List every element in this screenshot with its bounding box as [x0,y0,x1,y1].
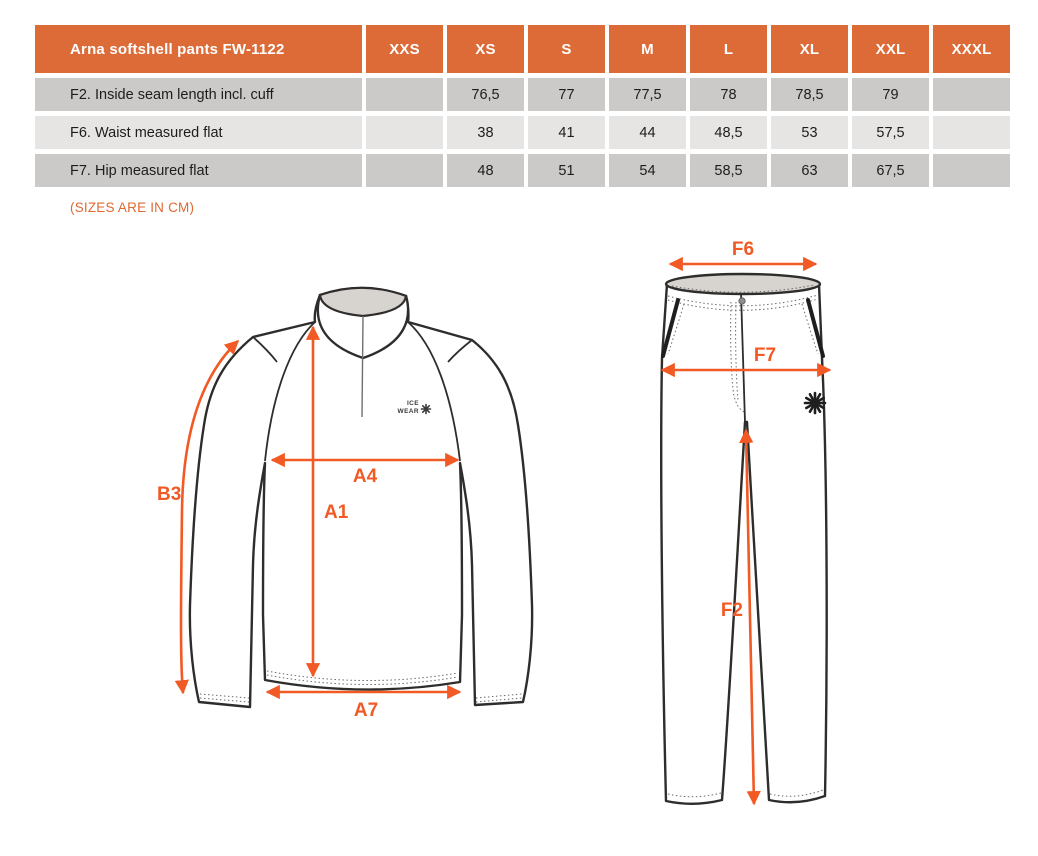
measure-label-f6: F6 [732,239,754,260]
row-label-f2: F2. Inside seam length incl. cuff [35,78,362,111]
value-cell [933,116,1010,149]
pants-pockets [661,298,825,358]
sweater-seams [252,321,473,462]
value-cell [366,78,443,111]
value-cell: 51 [528,154,605,187]
value-cell: 53 [771,116,848,149]
value-cell: 41 [528,116,605,149]
value-cell: 76,5 [447,78,524,111]
sweater-diagram: ICE WEAR B3 A4 A1 A7 [157,286,534,721]
size-col-header-xxs: XXS [366,25,443,73]
size-col-header-l: L [690,25,767,73]
measure-label-a1: A1 [324,502,349,523]
size-col-header-m: M [609,25,686,73]
value-cell: 67,5 [852,154,929,187]
snowflake-icon [803,391,827,415]
value-cell: 48,5 [690,116,767,149]
value-cell: 78 [690,78,767,111]
value-cell: 77 [528,78,605,111]
sweater-zipper [361,315,364,418]
arrow-f2 [739,428,761,806]
pants-fly-seam [740,292,746,423]
pants-stitching [667,284,824,798]
table-product-title: Arna softshell pants FW-1122 [35,25,362,73]
value-cell: 58,5 [690,154,767,187]
size-col-header-xxxl: XXXL [933,25,1010,73]
value-cell [933,78,1010,111]
value-cell: 63 [771,154,848,187]
value-cell: 48 [447,154,524,187]
pants-outline [660,282,828,805]
measure-label-a4: A4 [353,466,378,487]
size-col-header-s: S [528,25,605,73]
measure-label-a7: A7 [354,700,378,721]
value-cell: 54 [609,154,686,187]
value-cell [933,154,1010,187]
waist-button [738,297,746,305]
measure-label-f7: F7 [754,345,776,366]
value-cell [366,154,443,187]
arrow-b3 [174,340,240,695]
svg-text:ICE: ICE [407,400,419,407]
size-col-header-xl: XL [771,25,848,73]
value-cell [366,116,443,149]
pants-diagram: F6 F7 F2 [660,239,832,806]
pants-waist-opening [664,272,822,296]
row-label-f7: F7. Hip measured flat [35,154,362,187]
size-table: Arna softshell pants FW-1122 XXS XS S M … [35,25,1010,187]
value-cell: 38 [447,116,524,149]
svg-text:WEAR: WEAR [398,408,419,415]
sweater-collar-inside [318,286,408,318]
value-cell: 57,5 [852,116,929,149]
snowflake-icon [420,403,432,415]
sweater-stitching [199,670,523,703]
brand-logo: ICE WEAR [398,400,432,415]
units-note: (SIZES ARE IN CM) [70,200,195,215]
measure-label-b3: B3 [157,484,181,505]
value-cell: 77,5 [609,78,686,111]
measure-label-f2: F2 [721,600,743,621]
size-col-header-xxl: XXL [852,25,929,73]
value-cell: 78,5 [771,78,848,111]
value-cell: 44 [609,116,686,149]
value-cell: 79 [852,78,929,111]
size-col-header-xs: XS [447,25,524,73]
row-label-f6: F6. Waist measured flat [35,116,362,149]
